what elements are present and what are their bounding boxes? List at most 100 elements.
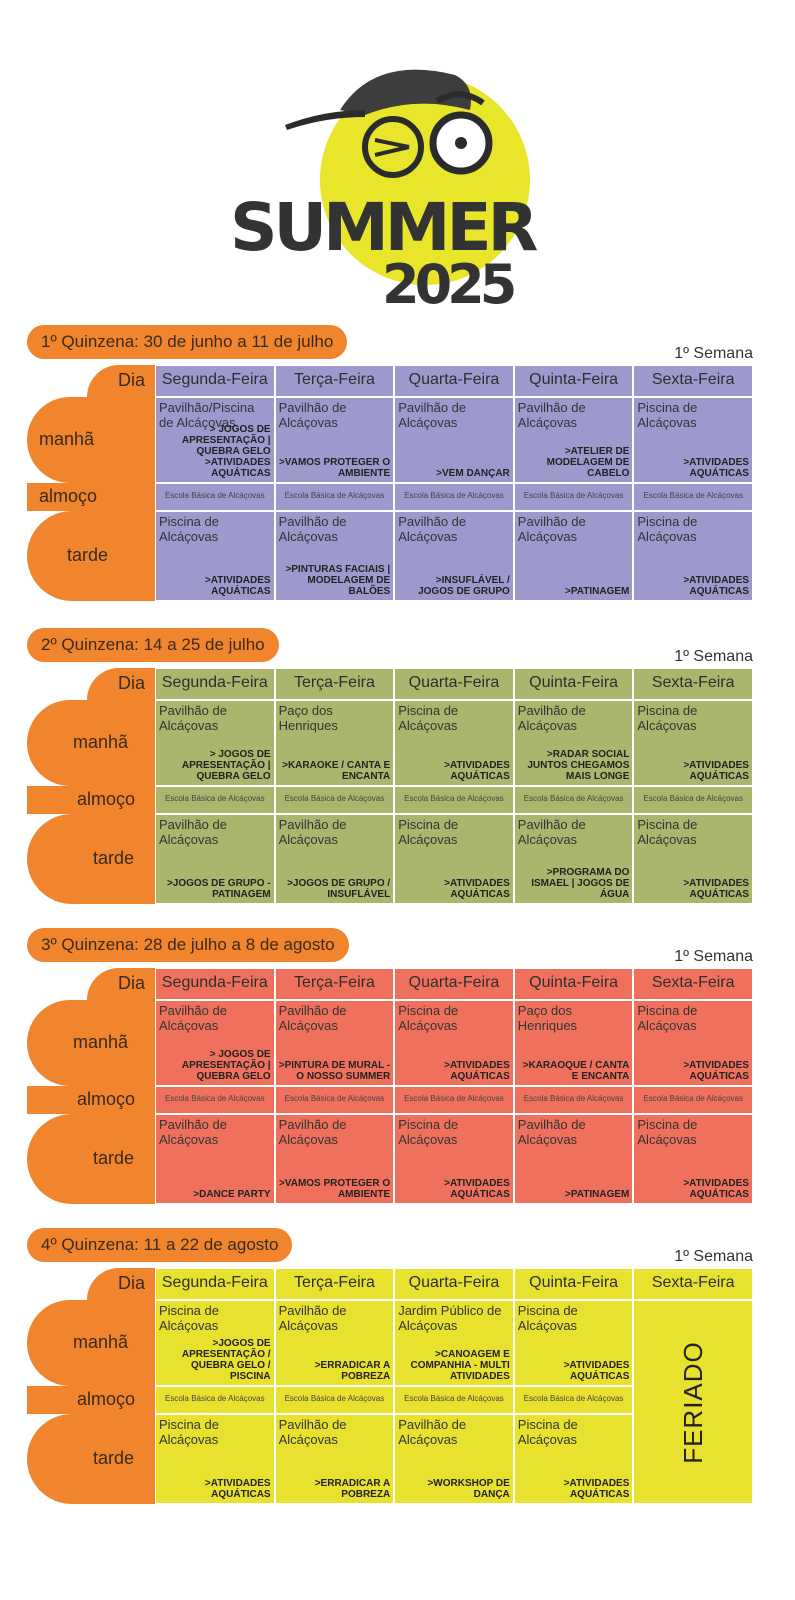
row-label-almoco: almoço bbox=[39, 486, 98, 506]
row-label-bg-almoco bbox=[27, 1086, 155, 1114]
manha-cell: Pavilhão de Alcáçovas >VAMOS PROTEGER O A… bbox=[274, 397, 395, 483]
lunch-cell: Escola Básica de Alcáçovas bbox=[274, 1086, 395, 1114]
lunch-cell: Escola Básica de Alcáçovas bbox=[633, 1086, 753, 1114]
lunch-cell: Escola Básica de Alcáçovas bbox=[155, 483, 275, 511]
manha-cell: Jardim Público de Alcáçovas >CANOAGEM E C… bbox=[394, 1300, 514, 1386]
semana-label: 1º Semana bbox=[674, 948, 753, 965]
day-header: Terça-Feira bbox=[274, 968, 395, 1000]
manha-cell: Pavilhão de Alcáçovas > JOGOS DE APRESENT… bbox=[155, 1000, 275, 1086]
activity-place: Jardim Público de Alcáçovas bbox=[398, 1303, 502, 1333]
activity-name: >DANCE PARTY bbox=[193, 1189, 271, 1200]
tarde-cell: Piscina de Alcáçovas >ATIVIDADES AQUÁTICA… bbox=[513, 1414, 634, 1504]
lunch-cell: Escola Básica de Alcáçovas bbox=[394, 786, 514, 814]
activity-name: >ATIVIDADES AQUÁTICAS bbox=[444, 760, 510, 782]
row-label-bg-tarde bbox=[27, 1414, 155, 1504]
activity-name: >ATIVIDADES AQUÁTICAS bbox=[204, 1478, 271, 1500]
tarde-cell: Piscina de Alcáçovas >ATIVIDADES AQUÁTICA… bbox=[633, 814, 753, 904]
activity-place: Pavilhão de Alcáçovas bbox=[517, 1117, 586, 1147]
activity-place: Pavilhão de Alcáçovas bbox=[159, 1003, 227, 1033]
activity-name: > JOGOS DE APRESENTAÇÃO | QUEBRA GELO bbox=[181, 749, 271, 782]
tarde-cell: Pavilhão de Alcáçovas >PINTURAS FACIAIS |… bbox=[274, 511, 395, 601]
activity-name: >ATIVIDADES AQUÁTICAS bbox=[683, 878, 749, 900]
manha-cell: Pavilhão de Alcáçovas >ATELIER DE MODELAG… bbox=[513, 397, 634, 483]
row-label-bg-tarde bbox=[27, 511, 155, 601]
row-label-bg-manha bbox=[27, 1000, 155, 1086]
activity-name: >ATIVIDADES AQUÁTICAS bbox=[444, 1060, 510, 1082]
tarde-cell: Pavilhão de Alcáçovas >INSUFLÁVEL / JOGOS… bbox=[394, 511, 514, 601]
activity-place: Pavilhão de Alcáçovas bbox=[398, 514, 467, 544]
activity-name: >VEM DANÇAR bbox=[436, 468, 510, 479]
day-header: Quarta-Feira bbox=[394, 668, 514, 700]
tarde-cell: Pavilhão de Alcáçovas >ERRADICAR A POBREZ… bbox=[274, 1414, 395, 1504]
tarde-cell: Piscina de Alcáçovas >ATIVIDADES AQUÁTICA… bbox=[394, 814, 514, 904]
manha-cell: Pavilhão de Alcáçovas >ERRADICAR A POBREZ… bbox=[274, 1300, 395, 1386]
day-header: Quinta-Feira bbox=[513, 668, 634, 700]
lunch-cell: Escola Básica de Alcáçovas bbox=[274, 483, 395, 511]
activity-name: >WORKSHOP DE DANÇA bbox=[427, 1478, 510, 1500]
day-header: Sexta-Feira bbox=[633, 968, 753, 1000]
manha-cell: Piscina de Alcáçovas >ATIVIDADES AQUÁTICA… bbox=[633, 397, 753, 483]
row-label-manha: manhã bbox=[73, 1032, 129, 1052]
activity-place: Pavilhão de Alcáçovas bbox=[278, 1417, 347, 1447]
activity-name: >INSUFLÁVEL / JOGOS DE GRUPO bbox=[418, 575, 510, 597]
row-label-manha: manhã bbox=[73, 732, 129, 752]
activity-name: >JOGOS DE APRESENTAÇÃO / QUEBRA GELO / P… bbox=[181, 1338, 271, 1382]
activity-name: >JOGOS DE GRUPO - PATINAGEM bbox=[166, 878, 271, 900]
activity-name: > JOGOS DE APRESENTAÇÃO | QUEBRA GELO bbox=[181, 1049, 271, 1082]
row-label-bg-almoco bbox=[27, 786, 155, 814]
activity-name: >ATIVIDADES AQUÁTICAS bbox=[683, 575, 749, 597]
quinzena-2: 2º Quinzena: 14 a 25 de julho 1º Semana Di… bbox=[0, 628, 795, 918]
activity-place: Pavilhão de Alcáçovas bbox=[278, 1117, 347, 1147]
lunch-cell: Escola Básica de Alcáçovas bbox=[155, 786, 275, 814]
activity-place: Pavilhão de Alcáçovas bbox=[159, 703, 227, 733]
day-header: Quarta-Feira bbox=[394, 1268, 514, 1300]
manha-cell: Paço dos Henriques >KARAOQUE / CANTA E EN… bbox=[513, 1000, 634, 1086]
activity-place: Pavilhão de Alcáçovas bbox=[278, 1303, 347, 1333]
lunch-cell: Escola Básica de Alcáçovas bbox=[394, 1386, 514, 1414]
activity-place: Piscina de Alcáçovas bbox=[637, 817, 698, 847]
row-label-bg-tarde bbox=[27, 814, 155, 904]
activity-place: Pavilhão de Alcáçovas bbox=[517, 514, 586, 544]
activity-place: Pavilhão de Alcáçovas bbox=[278, 514, 347, 544]
activity-place: Pavilhão de Alcáçovas bbox=[398, 400, 467, 430]
activity-name: >ATIVIDADES AQUÁTICAS bbox=[204, 575, 271, 597]
activity-place: Piscina de Alcáçovas bbox=[398, 1117, 459, 1147]
row-label-bg-tarde bbox=[27, 1114, 155, 1204]
activity-place: Pavilhão de Alcáçovas bbox=[159, 817, 227, 847]
activity-name: >KARAOQUE / CANTA E ENCANTA bbox=[522, 1060, 630, 1082]
day-header: Segunda-Feira bbox=[155, 668, 275, 700]
activity-name: >CANOAGEM E COMPANHIA - MULTI ATIVIDADES bbox=[410, 1349, 510, 1382]
tarde-cell: Pavilhão de Alcáçovas >VAMOS PROTEGER O A… bbox=[274, 1114, 395, 1204]
activity-place: Piscina de Alcáçovas bbox=[398, 1003, 459, 1033]
activity-place: Pavilhão de Alcáçovas bbox=[398, 1417, 467, 1447]
activity-name: >JOGOS DE GRUPO / INSUFLÁVEL bbox=[287, 878, 391, 900]
activity-name: >PINTURAS FACIAIS | MODELAGEM DE BALÕES bbox=[285, 564, 391, 597]
smiley-cap-icon bbox=[285, 69, 530, 285]
activity-name: > JOGOS DE APRESENTAÇÃO | QUEBRA GELO >A… bbox=[181, 424, 271, 479]
lunch-cell: Escola Básica de Alcáçovas bbox=[633, 786, 753, 814]
lunch-cell: Escola Básica de Alcáçovas bbox=[513, 786, 634, 814]
activity-place: Pavilhão/Piscina de Alcáçovas bbox=[159, 400, 255, 430]
quinzena-3: 3º Quinzena: 28 de julho a 8 de agosto 1º… bbox=[0, 928, 795, 1218]
row-label-bg-almoco bbox=[27, 1386, 155, 1414]
row-label-tarde: tarde bbox=[93, 1448, 135, 1468]
lunch-cell: Escola Básica de Alcáçovas bbox=[633, 483, 753, 511]
activity-name: >ATIVIDADES AQUÁTICAS bbox=[683, 760, 749, 782]
feriado-cell: FERIADO bbox=[633, 1300, 753, 1504]
activity-name: >ATIVIDADES AQUÁTICAS bbox=[683, 457, 749, 479]
activity-name: >VAMOS PROTEGER O AMBIENTE bbox=[278, 457, 391, 479]
lunch-cell: Escola Básica de Alcáçovas bbox=[513, 483, 634, 511]
lunch-cell: Escola Básica de Alcáçovas bbox=[513, 1386, 634, 1414]
tarde-cell: Piscina de Alcáçovas >ATIVIDADES AQUÁTICA… bbox=[394, 1114, 514, 1204]
tarde-cell: Pavilhão de Alcáçovas >PATINAGEM bbox=[513, 1114, 634, 1204]
manha-cell: Piscina de Alcáçovas >ATIVIDADES AQUÁTICA… bbox=[633, 700, 753, 786]
quinzena-title: 2º Quinzena: 14 a 25 de julho bbox=[27, 628, 279, 662]
summer-logo bbox=[225, 55, 545, 315]
manha-cell: Piscina de Alcáçovas >ATIVIDADES AQUÁTICA… bbox=[633, 1000, 753, 1086]
activity-name: >ATIVIDADES AQUÁTICAS bbox=[683, 1178, 749, 1200]
day-header: Quarta-Feira bbox=[394, 968, 514, 1000]
day-header: Quarta-Feira bbox=[394, 365, 514, 397]
row-label-bg-manha bbox=[27, 397, 155, 483]
row-label-almoco: almoço bbox=[77, 1089, 136, 1109]
day-header: Quinta-Feira bbox=[513, 968, 634, 1000]
